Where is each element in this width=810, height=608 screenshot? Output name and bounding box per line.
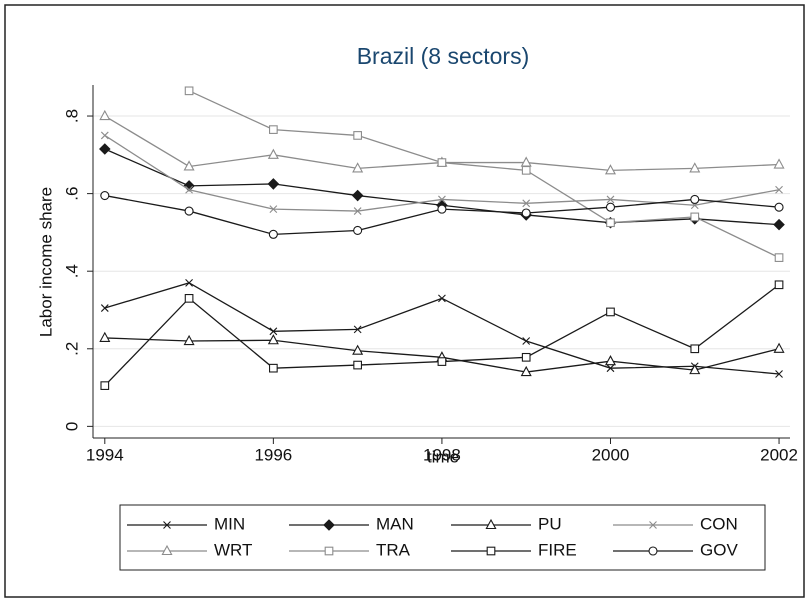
data-point bbox=[604, 355, 617, 366]
legend-marker bbox=[486, 546, 496, 556]
data-point bbox=[100, 304, 109, 312]
legend-label: PU bbox=[538, 514, 562, 533]
x-tick-label: 1996 bbox=[254, 445, 292, 464]
data-point bbox=[269, 363, 278, 373]
data-point bbox=[184, 294, 194, 303]
data-point bbox=[99, 143, 111, 155]
data-point bbox=[353, 325, 362, 334]
legend-label: MIN bbox=[214, 514, 245, 533]
chart-title: Brazil (8 sectors) bbox=[357, 43, 530, 69]
y-tick-label: .2 bbox=[62, 342, 81, 356]
data-point bbox=[775, 185, 783, 194]
legend-label: CON bbox=[700, 514, 738, 533]
frame bbox=[4, 4, 805, 598]
data-point bbox=[606, 195, 615, 204]
data-point bbox=[183, 334, 195, 346]
legend-marker bbox=[161, 544, 173, 556]
data-point bbox=[773, 158, 785, 169]
legend-marker bbox=[485, 518, 497, 530]
data-point bbox=[353, 131, 362, 140]
data-point bbox=[351, 189, 364, 202]
legend-label: GOV bbox=[700, 540, 738, 559]
data-point bbox=[774, 253, 784, 262]
data-point bbox=[100, 191, 110, 201]
data-point bbox=[437, 357, 447, 366]
data-point bbox=[521, 208, 531, 218]
data-point bbox=[269, 205, 278, 214]
data-point bbox=[184, 86, 194, 96]
x-tick-label: 2002 bbox=[760, 445, 798, 464]
data-point bbox=[438, 195, 446, 204]
data-point bbox=[689, 363, 701, 375]
legend-marker bbox=[324, 546, 334, 556]
legend-label: WRT bbox=[214, 540, 252, 559]
data-point bbox=[522, 337, 531, 345]
data-point bbox=[352, 344, 364, 355]
data-point bbox=[690, 194, 700, 204]
data-point bbox=[99, 109, 111, 121]
data-point bbox=[437, 158, 447, 167]
data-point bbox=[775, 370, 783, 378]
y-tick-label: .4 bbox=[62, 264, 81, 278]
data-point bbox=[352, 162, 364, 173]
y-tick-label: .8 bbox=[62, 109, 81, 123]
data-point bbox=[773, 218, 785, 231]
data-point bbox=[522, 199, 531, 208]
legend-label: MAN bbox=[376, 514, 414, 533]
data-point bbox=[267, 334, 279, 345]
data-point bbox=[185, 185, 193, 194]
data-point bbox=[521, 352, 531, 362]
data-point bbox=[185, 278, 193, 287]
data-point bbox=[269, 125, 278, 134]
legend-marker bbox=[648, 546, 658, 556]
x-tick-label: 1994 bbox=[86, 445, 124, 464]
data-point bbox=[606, 364, 615, 373]
data-point bbox=[520, 365, 532, 377]
data-point bbox=[606, 218, 615, 228]
legend-marker bbox=[163, 521, 171, 529]
data-point bbox=[521, 165, 531, 175]
data-point bbox=[773, 342, 785, 353]
legend-label: FIRE bbox=[538, 540, 577, 559]
data-point bbox=[353, 207, 362, 215]
data-point bbox=[437, 204, 447, 214]
x-axis-label: time bbox=[427, 447, 459, 466]
data-point bbox=[268, 229, 278, 239]
data-point bbox=[438, 294, 446, 303]
data-point bbox=[267, 148, 279, 159]
data-point bbox=[690, 344, 700, 354]
data-point bbox=[269, 327, 278, 336]
x-tick-label: 1998 bbox=[423, 445, 461, 464]
data-point bbox=[604, 164, 617, 175]
data-point bbox=[184, 206, 194, 216]
data-point bbox=[100, 381, 110, 390]
data-point bbox=[183, 160, 195, 171]
legend-box bbox=[119, 504, 766, 571]
legend-marker bbox=[323, 519, 335, 531]
y-tick-label: 0 bbox=[62, 422, 81, 431]
data-point bbox=[774, 202, 784, 212]
series-line bbox=[188, 90, 780, 259]
y-axis-label: Labor income share bbox=[36, 187, 55, 337]
data-point bbox=[99, 331, 111, 342]
legend-label: TRA bbox=[376, 540, 411, 559]
data-point bbox=[774, 280, 784, 290]
data-point bbox=[353, 225, 363, 236]
data-point bbox=[353, 360, 362, 370]
data-point bbox=[100, 131, 109, 140]
data-point bbox=[690, 212, 700, 222]
data-point bbox=[605, 202, 616, 212]
y-tick-label: .6 bbox=[62, 187, 81, 201]
data-point bbox=[267, 178, 280, 190]
data-point bbox=[606, 307, 615, 317]
legend-marker bbox=[649, 521, 657, 529]
x-tick-label: 2000 bbox=[592, 445, 630, 464]
data-point bbox=[689, 162, 701, 173]
